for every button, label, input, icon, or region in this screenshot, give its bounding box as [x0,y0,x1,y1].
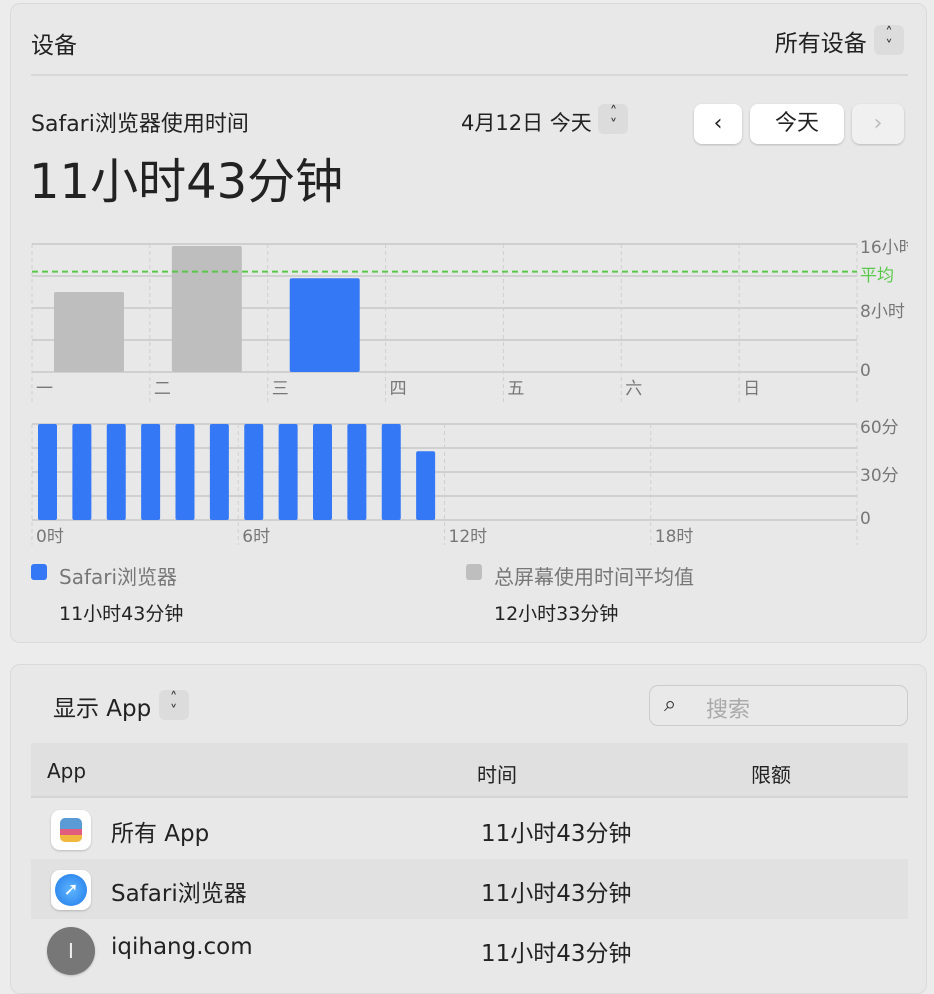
bar-hour-5 [209,424,229,520]
x-tick-label: 6时 [242,527,271,547]
x-tick-label: 0时 [36,527,64,547]
devices-label: 设备 [31,33,77,59]
stepper-icon: ˄ ˅ [598,104,629,134]
chevron-right-icon: › [873,111,883,136]
app-name: Safari浏览器 [111,881,247,907]
table-row[interactable]: I iqihang.com 11小时43分钟 [31,919,908,979]
previous-day-button[interactable]: ‹ [694,104,742,144]
x-tick-label: 一 [36,379,53,399]
table-header: App 时间 限额 [31,743,908,798]
y-tick-label: 16小时 [860,238,908,258]
bar-day-1 [171,246,242,372]
apps-panel: 显示 App ˄ ˅ ⌕ 搜索 App 时间 限额 所有 App 11小时43分钟… [10,664,927,994]
stepper-icon: ˄ ˅ [158,690,189,720]
bar-hour-7 [278,424,298,520]
bar-hour-6 [244,424,264,520]
usage-panel: 设备 所有设备 ˄ ˅ Safari浏览器使用时间 11小时43分钟 4月12日 … [10,3,927,643]
filter-value: 显示 App [53,696,152,722]
divider [31,74,908,76]
x-tick-label: 四 [389,379,407,399]
x-tick-label: 12时 [448,527,488,547]
date-value: 4月12日 今天 [461,111,592,135]
column-limit[interactable]: 限额 [751,763,791,787]
bar-day-0 [54,292,124,372]
date-select[interactable]: 4月12日 今天 ˄ ˅ [461,104,629,137]
bar-hour-3 [141,424,161,520]
x-tick-label: 六 [625,379,643,399]
app-name: 所有 App [111,821,210,847]
show-apps-select[interactable]: 显示 App ˄ ˅ [53,689,189,723]
search-icon: ⌕ [664,692,677,717]
usage-title: Safari浏览器使用时间 [31,112,249,137]
bar-hour-11 [416,451,436,520]
devices-selected: 所有设备 [774,31,867,57]
legend-label-average: 总屏幕使用时间平均值 [494,565,694,589]
app-time: 11小时43分钟 [481,881,632,907]
today-button[interactable]: 今天 [750,104,844,144]
average-label: 平均 [860,266,894,286]
bar-hour-9 [347,424,367,520]
bar-hour-1 [72,424,92,520]
table-row[interactable]: ➚ Safari浏览器 11小时43分钟 [31,859,908,919]
x-tick-label: 五 [507,379,525,399]
legend-label-safari: Safari浏览器 [59,565,178,589]
all-apps-icon [51,810,91,850]
search-placeholder: 搜索 [706,698,751,723]
chevron-left-icon: ‹ [713,111,723,136]
next-day-button[interactable]: › [852,104,904,144]
legend-swatch-safari [31,564,47,580]
website-avatar: I [47,927,95,975]
bar-hour-4 [175,424,195,520]
table-row[interactable]: 所有 App 11小时43分钟 [31,799,908,859]
x-tick-label: 三 [271,379,289,399]
x-tick-label: 二 [153,379,171,399]
y-tick-label: 8小时 [860,302,905,322]
stepper-icon: ˄ ˅ [874,25,904,55]
usage-total: 11小时43分钟 [29,154,344,210]
bar-hour-8 [313,424,332,520]
app-name: iqihang.com [111,934,253,960]
bar-day-2 [289,278,360,372]
y-tick-label: 60分 [860,418,899,438]
x-tick-label: 18时 [654,527,694,547]
safari-compass-icon: ➚ [51,870,91,910]
bar-hour-2 [106,424,126,520]
y-tick-label: 30分 [860,466,899,486]
legend-value-safari: 11小时43分钟 [59,603,184,625]
app-time: 11小时43分钟 [481,821,632,847]
column-app[interactable]: App [47,759,87,783]
y-tick-label: 0 [860,509,871,529]
legend-value-average: 12小时33分钟 [494,603,619,625]
bar-hour-10 [381,424,401,520]
search-input[interactable]: ⌕ 搜索 [649,685,908,726]
bar-hour-0 [38,424,57,520]
usage-charts [31,243,858,545]
y-tick-label: 0 [860,361,871,381]
column-time[interactable]: 时间 [477,763,517,787]
legend-swatch-average [466,564,482,580]
devices-select[interactable]: 所有设备 ˄ ˅ [775,24,904,58]
app-time: 11小时43分钟 [481,941,632,967]
x-tick-label: 日 [743,379,761,399]
